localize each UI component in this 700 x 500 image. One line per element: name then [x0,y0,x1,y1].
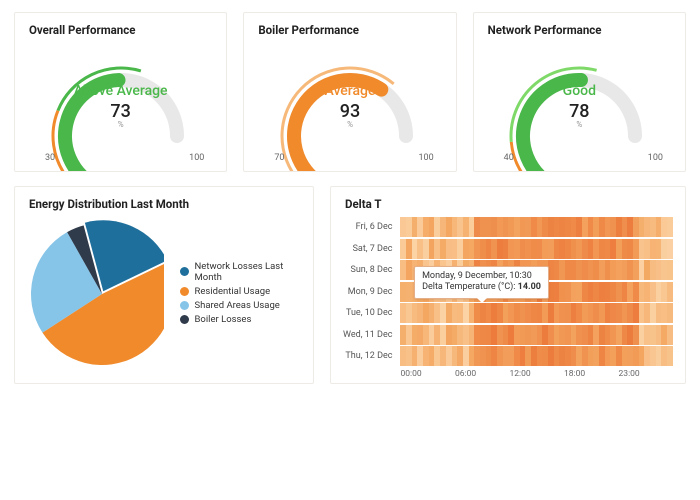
heatmap-y-label: Wed, 11 Dec [343,325,396,345]
gauge-card-overall: Overall Performance Above Average 73% 30 10… [14,12,227,172]
gauge-body: Average 93% 70 100 [244,41,455,171]
heatmap-y-label: Fri, 6 Dec [343,217,396,237]
gauge-card-network: Network Performance Good 78% 40 100 [473,12,686,172]
gauge-unit: % [15,120,226,129]
pie-card: Energy Distribution Last Month Network L… [14,186,314,384]
heatmap-cell[interactable] [667,346,673,366]
gauge-row: Overall Performance Above Average 73% 30 10… [14,12,686,172]
gauge-status: Above Average [15,83,226,99]
heatmap-row [400,217,673,237]
heatmap-body: Fri, 6 DecSat, 7 DecSun, 8 DecMon, 9 Dec… [331,215,685,383]
legend-swatch [180,315,189,324]
gauge-unit: % [474,120,685,129]
heatmap-row [400,239,673,259]
gauge-center: Above Average 73% [15,83,226,129]
gauge-card-boiler: Boiler Performance Average 93% 70 100 [243,12,456,172]
heatmap-y-label: Sun, 8 Dec [343,260,396,280]
pie-chart [27,219,164,369]
gauge-value: 73 [15,101,226,122]
gauge-value: 78 [474,101,685,122]
heatmap-cell[interactable] [667,239,673,259]
heatmap-cell[interactable] [667,217,673,237]
heatmap-cell[interactable] [667,303,673,323]
gauge-center: Good 78% [474,83,685,129]
gauge-title: Overall Performance [15,13,226,41]
legend-label: Network Losses Last Month [195,261,301,283]
legend-item[interactable]: Boiler Losses [180,314,301,325]
heatmap-row [400,325,673,345]
legend-item[interactable]: Network Losses Last Month [180,261,301,283]
legend-item[interactable]: Residential Usage [180,286,301,297]
legend-label: Residential Usage [195,286,271,297]
pie-legend: Network Losses Last Month Residential Usa… [180,261,301,328]
heatmap-y-label: Sat, 7 Dec [343,239,396,259]
gauge-title: Boiler Performance [244,13,455,41]
legend-label: Boiler Losses [195,314,252,325]
legend-item[interactable]: Shared Areas Usage [180,300,301,311]
heatmap-card: Delta T Fri, 6 DecSat, 7 DecSun, 8 DecMo… [330,186,686,384]
gauge-body: Above Average 73% 30 100 [15,41,226,171]
heatmap-x-tick: 00:00 [400,369,455,379]
legend-label: Shared Areas Usage [195,300,280,311]
gauge-body: Good 78% 40 100 [474,41,685,171]
legend-swatch [180,267,189,276]
heatmap-cell[interactable] [667,325,673,345]
heatmap-y-label: Thu, 12 Dec [343,346,396,366]
gauge-min-label: 40 [504,153,514,163]
tooltip-line2: Delta Temperature (°C): 14.00 [422,282,541,294]
tooltip-line1: Monday, 9 December, 10:30 [422,271,541,283]
legend-swatch [180,287,189,296]
heatmap-x-tick: 12:00 [509,369,564,379]
heatmap-row [400,346,673,366]
heatmap-y-label: Mon, 9 Dec [343,282,396,302]
heatmap-y-labels: Fri, 6 DecSat, 7 DecSun, 8 DecMon, 9 Dec… [343,217,396,379]
bottom-row: Energy Distribution Last Month Network L… [14,186,686,384]
gauge-center: Average 93% [244,83,455,129]
heatmap-cell[interactable] [667,282,673,302]
gauge-title: Network Performance [474,13,685,41]
heatmap-tooltip: Monday, 9 December, 10:30Delta Temperatu… [414,266,549,299]
heatmap-row [400,303,673,323]
heatmap-grid-wrap: 00:0006:0012:0018:0023:00 Monday, 9 Dece… [400,217,673,379]
heatmap-cell[interactable] [667,260,673,280]
heatmap-x-tick: 23:00 [619,369,674,379]
legend-swatch [180,301,189,310]
heatmap-x-tick: 06:00 [455,369,510,379]
gauge-status: Average [244,83,455,99]
gauge-min-label: 30 [45,153,55,163]
gauge-status: Good [474,83,685,99]
gauge-unit: % [244,120,455,129]
gauge-value: 93 [244,101,455,122]
gauge-min-label: 70 [274,153,284,163]
heatmap-x-tick: 18:00 [564,369,619,379]
heatmap-title: Delta T [331,187,685,215]
gauge-max-label: 100 [189,153,204,163]
pie-title: Energy Distribution Last Month [15,187,313,215]
gauge-max-label: 100 [418,153,433,163]
pie-body: Network Losses Last Month Residential Usa… [15,215,313,383]
heatmap-x-axis: 00:0006:0012:0018:0023:00 [400,369,673,379]
gauge-max-label: 100 [648,153,663,163]
heatmap-y-label: Tue, 10 Dec [343,303,396,323]
